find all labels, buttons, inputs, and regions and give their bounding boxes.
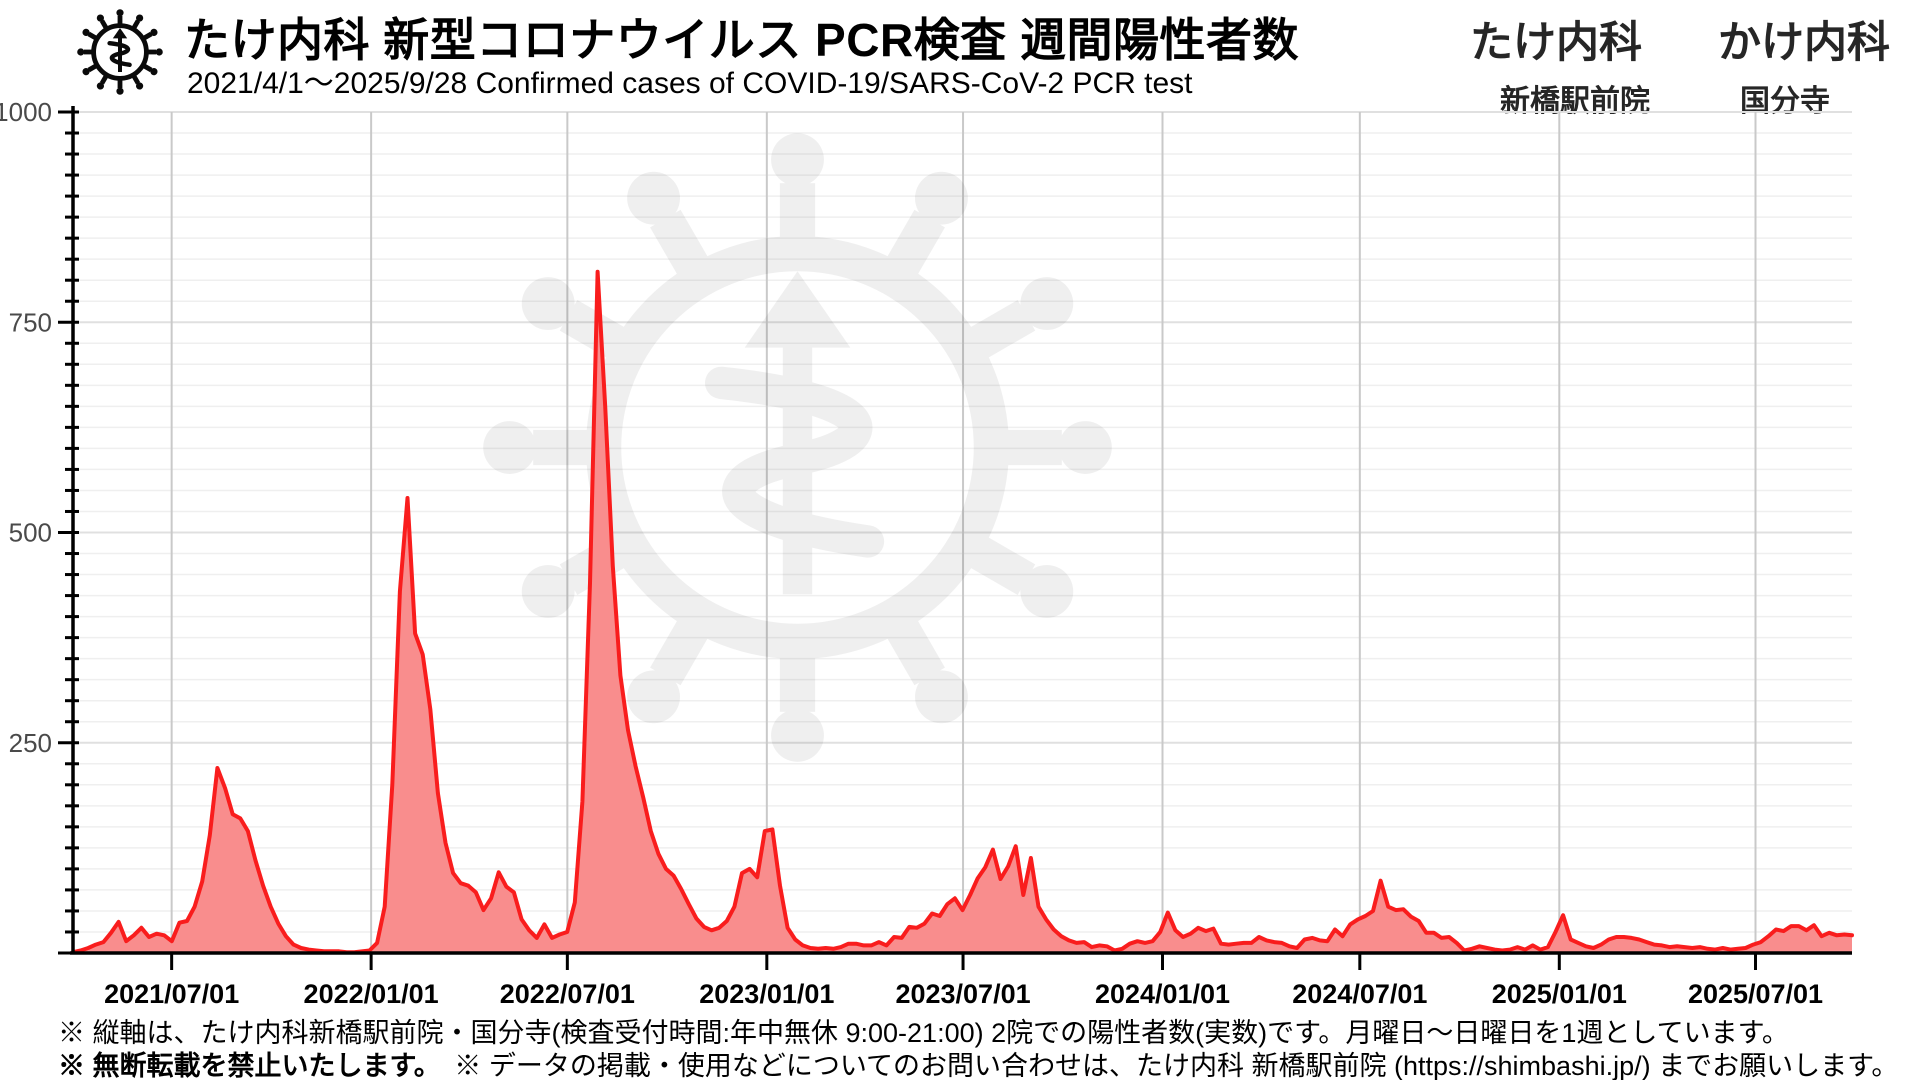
footnote-contact: ※ データの掲載・使用などについてのお問い合わせは、たけ内科 新橋駅前院 (ht…: [427, 1051, 1899, 1080]
weekly-cases-series: [71, 269, 1854, 955]
x-axis-tick-label: 2025/01/01: [1492, 979, 1627, 1009]
y-axis-tick-label: 500: [9, 518, 52, 548]
page-title: たけ内科 新型コロナウイルス PCR検査 週間陽性者数: [184, 14, 1299, 66]
x-axis-tick-label: 2021/07/01: [104, 979, 239, 1009]
x-axis-tick-label: 2023/01/01: [699, 979, 834, 1009]
clinic-2-name: かけ内科: [1718, 19, 1890, 67]
footnote-axis-description: ※ 縦軸は、たけ内科新橋駅前院・国分寺(検査受付時間:年中無休 9:00-21:…: [58, 1018, 1789, 1048]
y-axis-tick-label: 250: [9, 728, 52, 758]
x-axis-tick-label: 2022/07/01: [500, 979, 635, 1009]
footnote-copyright: ※ 無断転載を禁止いたします。 ※ データの掲載・使用などについてのお問い合わせ…: [58, 1044, 1898, 1080]
x-axis-tick-label: 2022/01/01: [304, 979, 439, 1009]
page-subtitle: 2021/4/1〜2025/9/28 Confirmed cases of CO…: [187, 67, 1193, 100]
chart-axes: [58, 106, 1852, 970]
footnote-no-reproduction: ※ 無断転載を禁止いたします。: [58, 1051, 428, 1080]
chart-gridlines: [73, 111, 1852, 953]
clinic-1-name: たけ内科: [1470, 19, 1642, 67]
y-axis-tick-label: 750: [9, 307, 52, 337]
x-axis-tick-label: 2023/07/01: [895, 979, 1030, 1009]
x-axis-tick-label: 2025/07/01: [1688, 979, 1823, 1009]
x-axis-tick-label: 2024/01/01: [1095, 979, 1230, 1009]
virus-watermark: [483, 133, 1112, 762]
y-axis-tick-label: 1000: [0, 97, 52, 127]
x-axis-tick-label: 2024/07/01: [1292, 979, 1427, 1009]
axis-tick-labels: 2021/07/01 2022/01/01 2022/07/01 2023/01/01…: [0, 97, 1823, 1009]
